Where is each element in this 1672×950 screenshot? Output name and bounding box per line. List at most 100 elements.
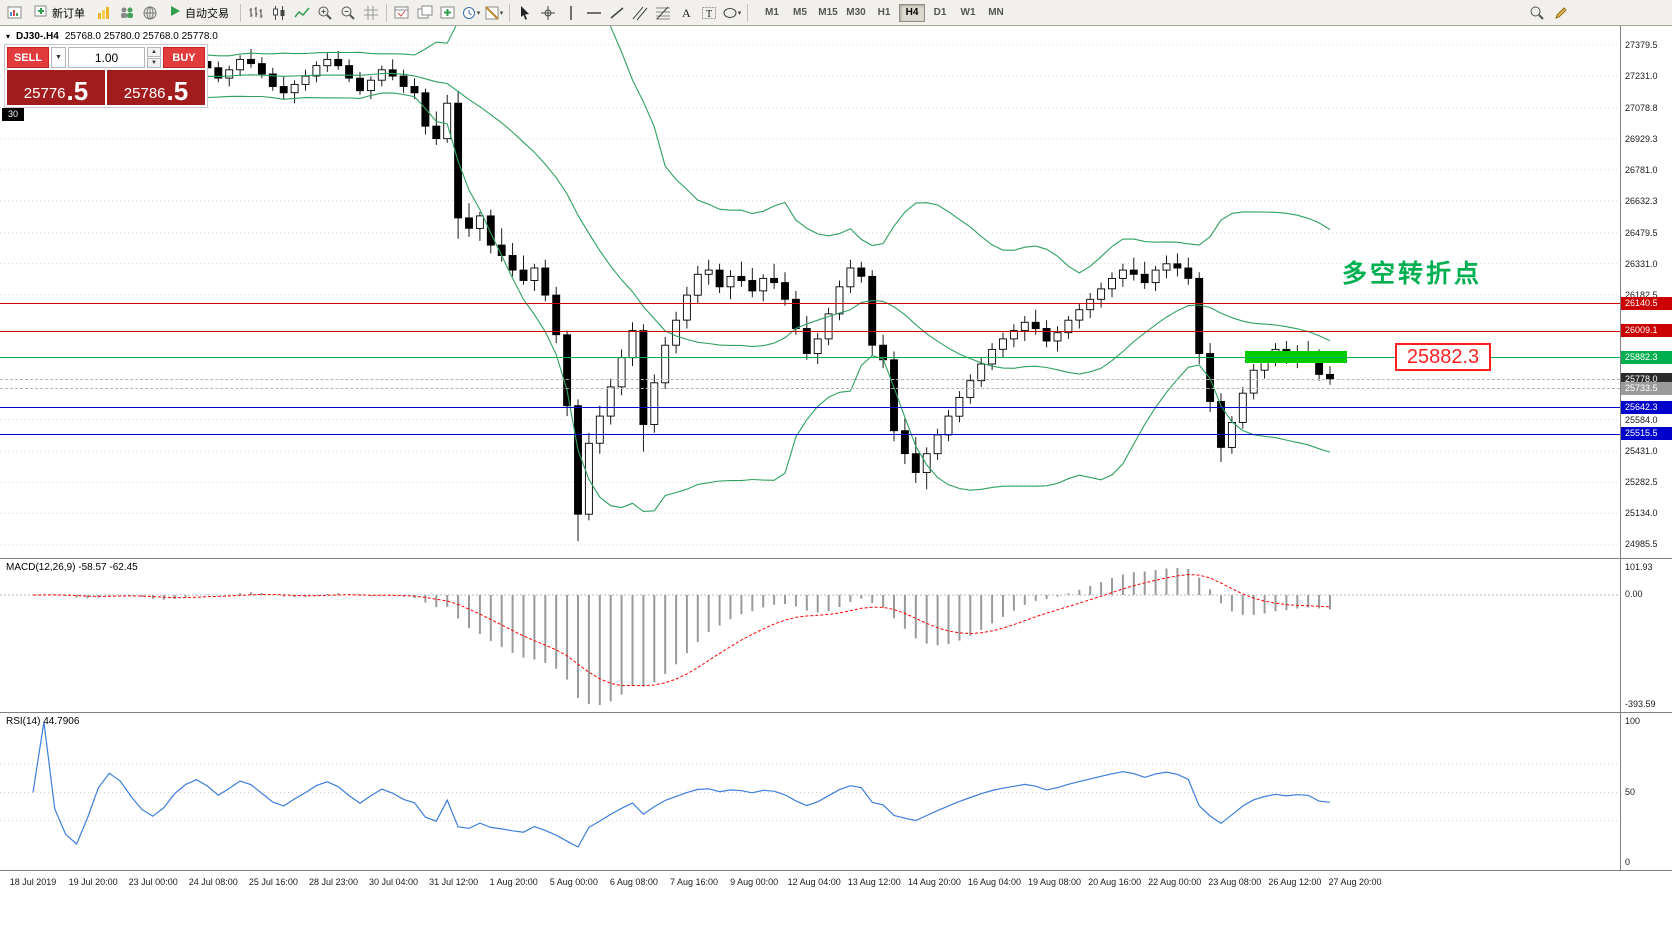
price-callout-box[interactable]: 25882.3	[1395, 343, 1491, 371]
time-axis-label: 19 Aug 08:00	[1027, 877, 1082, 887]
candle-chart-type-icon[interactable]	[268, 2, 290, 24]
highlight-rect[interactable]	[1245, 351, 1347, 363]
horizontal-line-25515.5[interactable]	[0, 433, 1620, 435]
sell-price-display[interactable]: 25776 .5	[7, 70, 105, 105]
timeframe-m5[interactable]: M5	[787, 4, 813, 22]
price-axis-label: 25134.0	[1625, 508, 1658, 519]
timeframe-mn[interactable]: MN	[983, 4, 1009, 22]
auto-trading-button[interactable]: 自动交易	[162, 2, 236, 24]
time-axis-label: 7 Aug 16:00	[669, 877, 719, 887]
chevron-down-icon: ▾	[737, 9, 742, 17]
trendline-tool-icon[interactable]	[606, 2, 628, 24]
time-axis-label: 31 Jul 12:00	[429, 877, 479, 887]
price-axis-label: 25584.0	[1625, 414, 1658, 425]
one-click-trade-panel: SELL ▼ ▲ ▼ BUY 25776 .5 25786 .5	[4, 44, 208, 108]
timeframe-m15[interactable]: M15	[815, 4, 841, 22]
order-type-dropdown[interactable]: ▼	[51, 47, 66, 68]
rsi-label: RSI(14) 44.7906	[6, 716, 80, 727]
horizontal-line-tool-icon[interactable]	[583, 2, 605, 24]
current-price-badge: 25733.5	[1621, 381, 1672, 395]
chart-canvas[interactable]	[0, 26, 1620, 558]
timeframe-m30[interactable]: M30	[843, 4, 869, 22]
price-axis-label: 25431.0	[1625, 446, 1658, 457]
horizontal-line-26140.5[interactable]	[0, 303, 1620, 305]
volume-up-button[interactable]: ▲	[147, 47, 161, 57]
text-tool-icon[interactable]: A	[675, 2, 697, 24]
sell-button[interactable]: SELL	[7, 47, 49, 68]
time-axis-label: 14 Aug 20:00	[907, 877, 961, 887]
timeframe-m1[interactable]: M1	[759, 4, 785, 22]
shapes-tool-icon[interactable]: ▾	[721, 2, 743, 24]
chevron-down-icon: ▼	[55, 54, 62, 61]
time-axis-label: 9 Aug 00:00	[730, 877, 779, 887]
macd-label: MACD(12,26,9) -58.57 -62.45	[6, 562, 138, 573]
fibonacci-tool-icon[interactable]	[652, 2, 674, 24]
rsi-canvas[interactable]	[0, 714, 1620, 871]
price-axis-label: 25282.5	[1625, 477, 1658, 488]
new-chart-icon[interactable]	[4, 2, 26, 24]
time-axis-label: 13 Aug 12:00	[847, 877, 901, 887]
time-axis-label: 12 Aug 04:00	[787, 877, 841, 887]
zoom-out-icon[interactable]	[337, 2, 359, 24]
horizontal-line-25882.3[interactable]	[0, 357, 1620, 359]
new-order-button[interactable]: 新订单	[27, 2, 92, 24]
templates-icon[interactable]: ▾	[483, 2, 505, 24]
cursor-icon[interactable]	[514, 2, 536, 24]
price-axis[interactable]: 27379.5 27231.0 27078.8 26929.3 26781.0 26632…	[1620, 26, 1672, 558]
crosshair-icon[interactable]	[537, 2, 559, 24]
pencil-edit-icon[interactable]	[1550, 2, 1572, 24]
time-axis-label: 24 Jul 08:00	[188, 877, 238, 887]
price-badge: 25642.3	[1621, 400, 1672, 414]
symbol-title: DJ30-.H4	[16, 31, 59, 42]
rsi-panel: RSI(14) 44.7906 100 50 0	[0, 712, 1672, 870]
time-axis-label: 28 Jul 23:00	[308, 877, 359, 887]
zoom-in-icon[interactable]	[314, 2, 336, 24]
time-axis-label: 1 Aug 20:00	[489, 877, 538, 887]
line-chart-type-icon[interactable]	[291, 2, 313, 24]
timeframe-h4[interactable]: H4	[899, 3, 925, 22]
time-axis-label: 20 Aug 16:00	[1088, 877, 1142, 887]
chart-annotation-text[interactable]: 多空转折点	[1342, 260, 1483, 288]
sell-price-frac: .5	[66, 75, 89, 106]
new-order-icon	[34, 4, 48, 21]
buy-button[interactable]: BUY	[163, 47, 205, 68]
timeframe-w1[interactable]: W1	[955, 4, 981, 22]
periods-clock-icon[interactable]: ▾	[460, 2, 482, 24]
horizontal-line-26009.1[interactable]	[0, 330, 1620, 332]
price-badge: 26140.5	[1621, 296, 1672, 310]
price-axis-label: 26479.5	[1625, 227, 1658, 238]
price-axis-label: 27379.5	[1625, 39, 1658, 50]
volume-down-button[interactable]: ▼	[147, 58, 161, 68]
price-axis-label: 26929.3	[1625, 133, 1658, 144]
toolbar-right-group	[1526, 2, 1572, 24]
toolbar-separator	[509, 3, 510, 22]
web-globe-icon[interactable]	[139, 2, 161, 24]
ohlc-values: 25768.0 25780.0 25768.0 25778.0	[64, 31, 218, 42]
horizontal-line-25642.3[interactable]	[0, 407, 1620, 409]
macd-axis[interactable]: 101.93 0.00 -393.59	[1620, 559, 1672, 712]
channel-tool-icon[interactable]	[629, 2, 651, 24]
time-axis-label: 23 Aug 08:00	[1208, 877, 1262, 887]
search-icon[interactable]	[1526, 2, 1548, 24]
buy-price-display[interactable]: 25786 .5	[107, 70, 205, 105]
time-axis[interactable]: 18 Jul 2019 19 Jul 20:00 23 Jul 00:00 24 Ju…	[0, 870, 1672, 950]
toolbar-separator	[240, 3, 241, 22]
time-axis-label: 18 Jul 2019	[9, 877, 57, 887]
timeframe-d1[interactable]: D1	[927, 4, 953, 22]
indicators-icon[interactable]	[437, 2, 459, 24]
macd-canvas[interactable]	[0, 560, 1620, 713]
time-axis-label: 19 Jul 20:00	[68, 877, 118, 887]
macd-scale-top: 101.93	[1625, 562, 1653, 572]
bar-chart-type-icon[interactable]	[245, 2, 267, 24]
vertical-line-tool-icon[interactable]	[560, 2, 582, 24]
tile-windows-icon[interactable]	[391, 2, 413, 24]
market-watch-icon[interactable]	[93, 2, 115, 24]
cascade-windows-icon[interactable]	[414, 2, 436, 24]
label-tool-icon[interactable]: T	[698, 2, 720, 24]
timeframe-h1[interactable]: H1	[871, 4, 897, 22]
rsi-axis[interactable]: 100 50 0	[1620, 713, 1672, 870]
panel-toggle-icon[interactable]: ▾	[6, 32, 11, 41]
volume-input[interactable]	[68, 47, 145, 68]
grid-icon[interactable]	[360, 2, 382, 24]
community-users-icon[interactable]	[116, 2, 138, 24]
